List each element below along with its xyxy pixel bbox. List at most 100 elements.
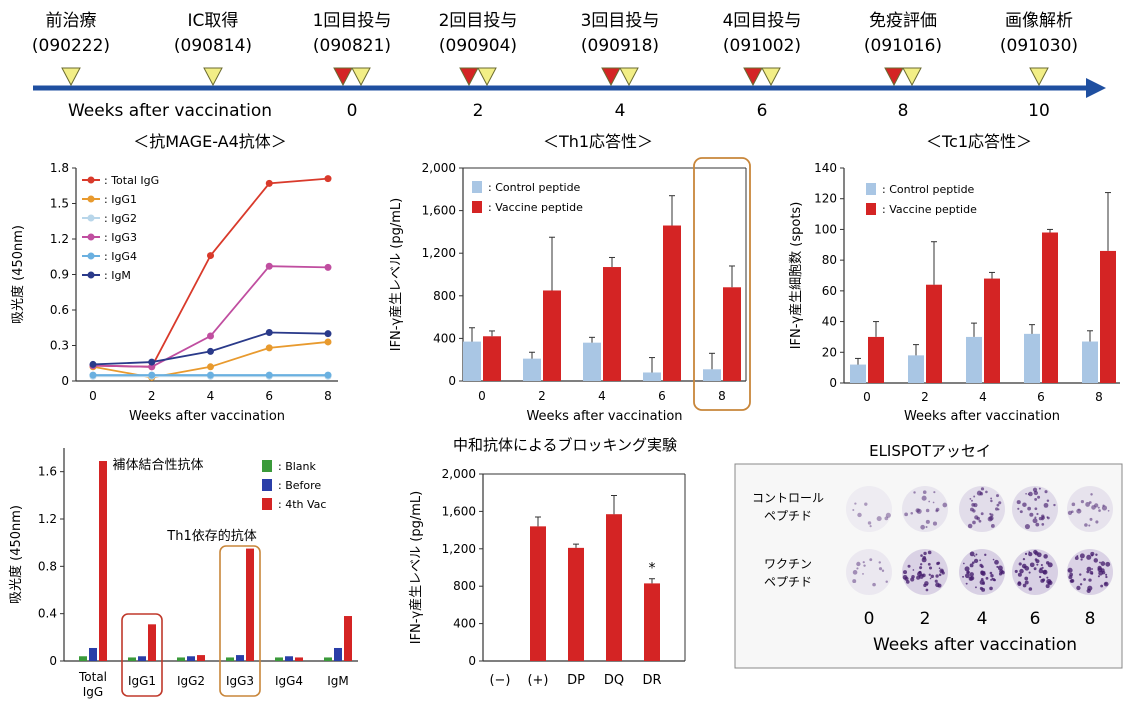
x-tick-label: IgG1 — [128, 674, 156, 688]
x-axis-label: Weeks after vaccination — [904, 409, 1060, 424]
elispot-spot — [987, 516, 993, 522]
timeline-week-tick: 8 — [898, 101, 909, 121]
x-tick-label: DQ — [604, 673, 624, 688]
elispot-spot — [922, 490, 927, 494]
elispot-spot — [1019, 568, 1024, 574]
bar — [703, 369, 721, 381]
bar — [1100, 250, 1116, 383]
elispot-spot — [966, 570, 970, 575]
elispot-spot — [1078, 508, 1080, 511]
elispot-spot — [1044, 490, 1048, 494]
elispot-spot — [928, 566, 933, 570]
elispot-spot — [885, 512, 891, 518]
y-tick-label: 0 — [49, 654, 57, 668]
elispot-frame — [734, 463, 1123, 669]
bar — [1082, 341, 1098, 383]
elispot-spot — [862, 561, 865, 564]
y-tick-label: 1.2 — [38, 512, 57, 526]
bar — [483, 336, 501, 381]
elispot-spot — [996, 503, 1000, 507]
y-tick-label: 20 — [822, 345, 837, 359]
data-point — [324, 263, 332, 271]
elispot-spot — [935, 574, 939, 578]
elispot-spot — [1034, 516, 1037, 519]
y-axis-label: IFN-γ産生レベル (pg/mL) — [388, 198, 404, 352]
legend-swatch — [472, 181, 482, 193]
elispot-spot — [990, 524, 995, 528]
legend-label: : Control peptide — [488, 181, 581, 194]
y-tick-label: 400 — [433, 331, 456, 345]
data-point — [207, 332, 214, 340]
y-tick-label: 0.9 — [50, 268, 69, 282]
x-tick-label: 2 — [148, 389, 156, 403]
elispot-spot — [935, 582, 940, 588]
elispot-spot — [907, 564, 911, 568]
x-tick-label: (+) — [527, 673, 548, 688]
chart-title: 中和抗体によるブロッキング実験 — [453, 436, 677, 454]
timeline-event-date: (090918) — [581, 36, 659, 56]
legend-swatch — [866, 183, 876, 195]
timeline-event-date: (090222) — [32, 36, 110, 56]
elispot-spot — [1101, 505, 1108, 511]
blocking-bar-chart: 0 400 800 1,200 1,600 2,000 中和抗体によるブロッキング実験 IFN… — [408, 436, 686, 688]
elispot-spot — [878, 561, 881, 564]
chart-title: ＜Tc1応答性＞ — [926, 132, 1032, 151]
y-tick-label: 0 — [61, 374, 69, 388]
bar — [606, 514, 622, 661]
bar — [643, 372, 661, 381]
legend-label: : Vaccine peptide — [488, 201, 583, 214]
elispot-title: ELISPOTアッセイ — [869, 442, 991, 460]
data-point — [89, 360, 97, 368]
bar — [187, 656, 195, 661]
y-tick-label: 800 — [433, 289, 456, 303]
elispot-spot — [972, 520, 976, 525]
elispot-spot — [925, 519, 930, 524]
elispot-spot — [925, 588, 929, 592]
elispot-spot — [1105, 573, 1108, 576]
elispot-spot — [1053, 503, 1056, 507]
elispot-spot — [1068, 575, 1073, 580]
elispot-axis-label: Weeks after vaccination — [873, 635, 1077, 655]
elispot-spot — [983, 571, 986, 573]
elispot-spot — [1042, 569, 1048, 575]
y-tick-label: 800 — [453, 579, 476, 593]
row-label: ペプチド — [764, 575, 812, 589]
elispot-spot — [969, 551, 975, 557]
bar — [644, 583, 660, 661]
elispot-spot — [963, 562, 965, 565]
data-point — [265, 262, 273, 270]
x-tick-label: 0 — [863, 390, 871, 404]
elispot-spot — [969, 572, 974, 577]
elispot-spot — [1040, 578, 1045, 583]
y-tick-label: 120 — [814, 192, 837, 206]
x-tick-label: IgG2 — [177, 674, 205, 688]
elispot-spot — [997, 565, 1003, 571]
timeline-arrow-head-icon — [1086, 78, 1106, 98]
elispot-spot — [902, 570, 908, 575]
elispot-spot — [937, 561, 941, 565]
elispot-spot — [912, 569, 915, 571]
y-axis-label: IFN-γ産生レベル (pg/mL) — [408, 491, 424, 645]
elispot-spot — [1036, 563, 1039, 566]
y-tick-label: 0 — [468, 654, 476, 668]
elispot-spot — [910, 511, 914, 515]
elispot-spot — [976, 516, 980, 521]
elispot-spot — [973, 495, 976, 498]
elispot-spot — [968, 576, 974, 581]
elispot-spot — [1022, 502, 1027, 507]
legend-swatch — [262, 498, 272, 510]
timeline-event-date: (091016) — [864, 36, 942, 56]
elispot-spot — [1024, 523, 1031, 530]
elispot-spot — [910, 577, 915, 582]
elispot-spot — [862, 573, 864, 575]
elispot-spot — [1017, 572, 1022, 577]
elispot-spot — [1027, 506, 1032, 511]
legend-marker — [87, 214, 95, 222]
elispot-spot — [965, 582, 968, 585]
elispot-spot — [1100, 561, 1106, 566]
x-tick-label: 6 — [1037, 390, 1045, 404]
elispot-spot — [971, 561, 975, 564]
elispot-spot — [979, 559, 981, 562]
elispot-spot — [1046, 499, 1050, 503]
